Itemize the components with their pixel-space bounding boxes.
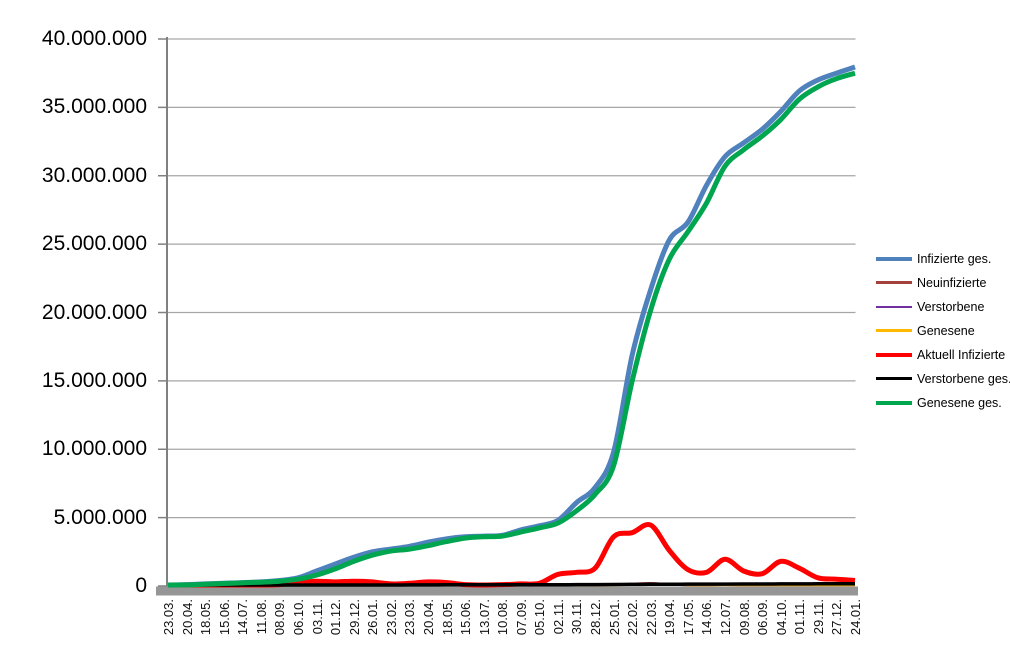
y-axis-tick-label: 25.000.000	[41, 232, 147, 256]
x-axis-tick-label: 10.08.	[495, 599, 511, 636]
x-axis-tick-label: 15.06.	[216, 599, 232, 636]
legend-item-label: Neuinfizierte	[917, 275, 987, 290]
legend-item: Infizierte ges.	[876, 251, 1010, 266]
y-axis-tick-label: 20.000.000	[41, 300, 147, 324]
legend-item: Genesene	[876, 323, 1010, 338]
x-axis-tick-label: 17.05.	[680, 599, 696, 636]
series-line-verstorbene-ges	[168, 581, 856, 587]
legend-color-line	[876, 329, 912, 332]
y-axis-tick-label: 0	[135, 574, 147, 597]
legend-color-line	[876, 376, 912, 381]
legend-item: Genesene ges.	[876, 395, 1010, 410]
y-axis-tick-label: 30.000.000	[41, 163, 147, 187]
legend-item-label: Infizierte ges.	[917, 251, 992, 266]
x-axis-tick-label: 06.09.	[755, 599, 771, 636]
x-axis-tick-label: 29.11.	[810, 599, 826, 635]
legend-item-label: Verstorbene	[917, 299, 985, 314]
legend-item: Verstorbene	[876, 299, 1010, 314]
x-axis-tick-label: 25.01.	[606, 599, 622, 636]
legend-color-line	[876, 305, 912, 308]
x-axis-tick-label: 18.05.	[439, 599, 455, 636]
legend-item-label: Aktuell Infizierte	[917, 347, 1006, 362]
x-axis-tick-label: 01.12.	[328, 599, 344, 636]
legend-item-label: Genesene	[917, 323, 975, 338]
legend-item: Neuinfizierte	[876, 275, 1010, 290]
x-axis-tick-label: 30.11.	[569, 599, 585, 635]
x-axis-tick-label: 22.03.	[643, 599, 659, 636]
x-axis-tick-label: 28.12.	[588, 599, 604, 636]
x-axis-tick-label: 13.07.	[476, 599, 492, 636]
x-axis-tick-label: 08.09.	[272, 599, 288, 636]
legend-color-line	[876, 352, 912, 357]
y-axis-tick-label: 15.000.000	[41, 368, 147, 392]
x-axis-tick-label: 15.06.	[458, 599, 474, 636]
x-axis-tick-label: 06.10.	[290, 599, 306, 636]
x-axis-tick-label: 14.06.	[699, 599, 715, 636]
y-axis-tick-label: 10.000.000	[41, 437, 147, 461]
x-axis-tick-label: 07.09.	[513, 599, 529, 636]
legend-color-line	[876, 400, 912, 405]
legend-color-line	[876, 281, 912, 284]
x-axis-tick-label: 18.05.	[198, 599, 214, 636]
legend-item: Verstorbene ges.	[876, 371, 1010, 386]
x-axis-tick-label: 02.11.	[550, 599, 566, 635]
x-axis-tick-label: 01.11.	[792, 599, 808, 635]
x-axis-tick-label: 04.10.	[773, 599, 789, 636]
x-axis-tick-label: 22.02.	[625, 599, 641, 636]
x-axis-tick-label: 03.11.	[309, 599, 325, 635]
x-axis-tick-label: 24.01.	[848, 599, 863, 636]
x-axis-tick-label: 27.12.	[829, 599, 845, 636]
x-axis-tick-label: 05.10.	[532, 599, 548, 636]
x-axis-tick-label: 20.04.	[179, 599, 195, 636]
x-axis-tick-label: 23.02.	[383, 599, 399, 636]
x-axis-tick-label: 23.03.	[402, 599, 418, 636]
legend-item-label: Verstorbene ges.	[917, 371, 1010, 386]
x-axis-tick-label: 14.07.	[235, 599, 251, 636]
y-axis-tick-label: 5.000.000	[53, 505, 147, 529]
x-axis-tick-label: 11.08.	[253, 599, 269, 635]
x-axis-tick-label: 12.07.	[718, 599, 734, 636]
x-axis-tick-label: 29.12.	[346, 599, 362, 636]
legend: Infizierte ges. Neuinfizierte Verstorbene G…	[876, 252, 1010, 420]
x-axis-tick-label: 09.08.	[736, 599, 752, 636]
legend-color-line	[876, 256, 912, 261]
x-axis-tick-label: 19.04.	[662, 599, 678, 636]
x-axis-bar	[156, 586, 858, 596]
legend-item-label: Genesene ges.	[917, 395, 1002, 410]
x-axis-tick-label: 26.01.	[365, 599, 381, 636]
x-axis-tick-label: 23.03.	[161, 599, 176, 636]
legend-item: Aktuell Infizierte	[876, 347, 1010, 362]
x-axis-tick-label: 20.04.	[420, 599, 436, 636]
y-axis-tick-label: 35.000.000	[41, 95, 147, 119]
y-axis-tick-label: 40.000.000	[41, 27, 147, 50]
series-line-genesene-ges	[167, 70, 856, 588]
